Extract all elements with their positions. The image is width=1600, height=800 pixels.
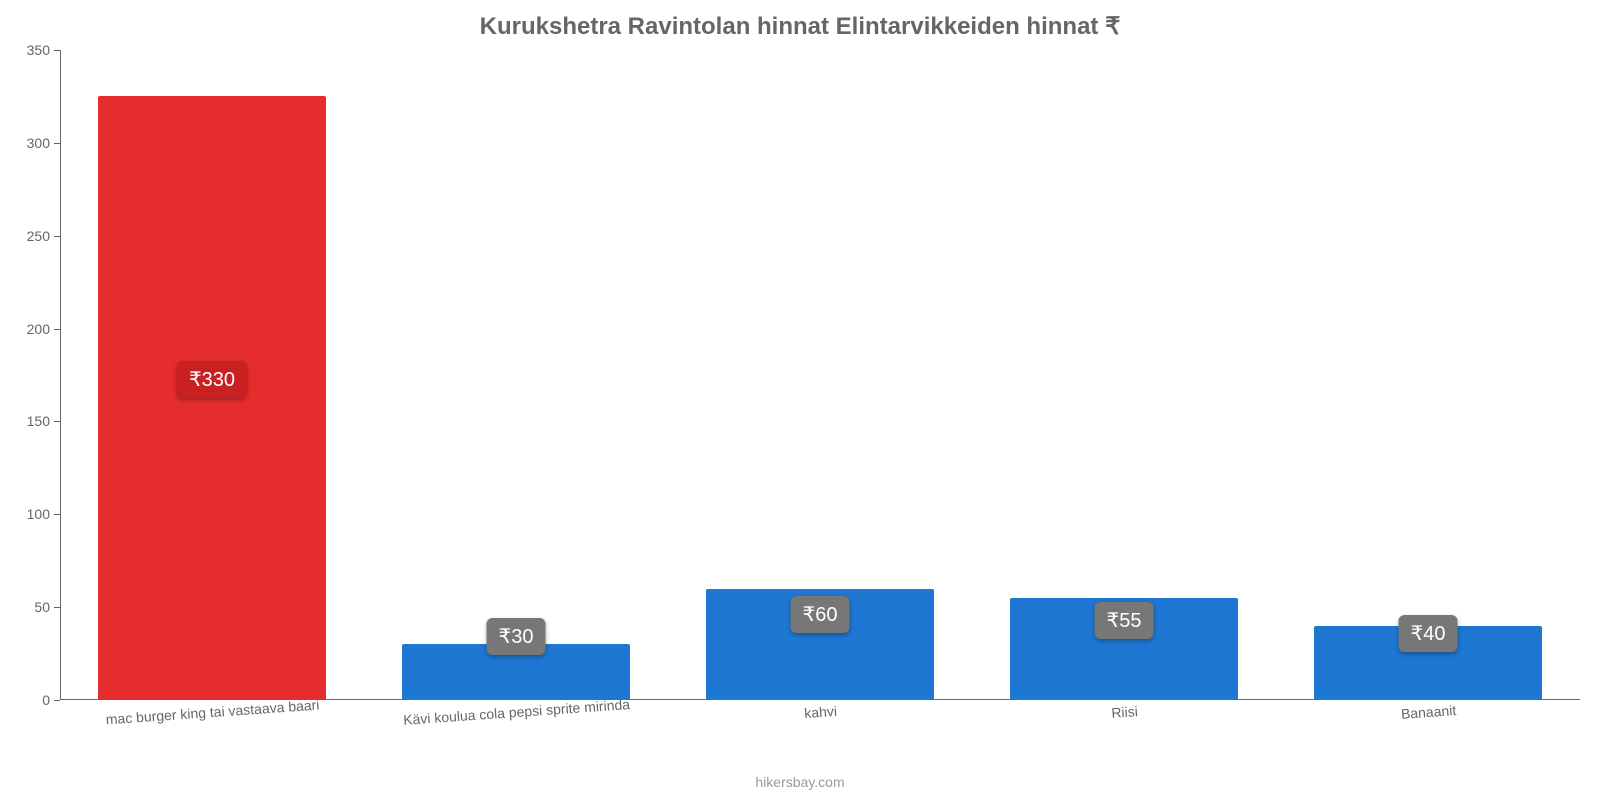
y-tick-label: 300: [10, 135, 50, 151]
y-tick-label: 250: [10, 228, 50, 244]
y-tick-label: 0: [10, 692, 50, 708]
y-tick-label: 150: [10, 413, 50, 429]
bar: ₹60: [706, 589, 934, 700]
bar-slot: ₹60: [668, 50, 972, 700]
bars-group: ₹330 ₹30 ₹60 ₹55 ₹40: [60, 50, 1580, 700]
y-tick: [54, 50, 60, 51]
y-tick: [54, 607, 60, 608]
y-tick: [54, 329, 60, 330]
bar: ₹30: [402, 644, 630, 700]
y-tick: [54, 143, 60, 144]
bar: ₹40: [1314, 626, 1542, 700]
bar-slot: ₹330: [60, 50, 364, 700]
chart-title: Kurukshetra Ravintolan hinnat Elintarvik…: [0, 12, 1600, 41]
plot-area: ₹330 ₹30 ₹60 ₹55 ₹40: [60, 50, 1580, 700]
value-badge: ₹30: [487, 618, 546, 655]
y-tick: [54, 514, 60, 515]
bar: ₹330: [98, 96, 326, 700]
bar-slot: ₹30: [364, 50, 668, 700]
y-tick-label: 100: [10, 506, 50, 522]
bar: ₹55: [1010, 598, 1238, 700]
chart-credit: hikersbay.com: [0, 774, 1600, 790]
value-badge: ₹60: [791, 596, 850, 633]
x-category-label: Banaanit: [1400, 702, 1456, 722]
value-badge: ₹330: [177, 361, 247, 398]
y-tick-label: 50: [10, 599, 50, 615]
value-badge: ₹40: [1399, 615, 1458, 652]
value-badge: ₹55: [1095, 602, 1154, 639]
y-tick: [54, 421, 60, 422]
bar-slot: ₹40: [1276, 50, 1580, 700]
y-tick: [54, 700, 60, 701]
y-tick-label: 200: [10, 321, 50, 337]
y-tick: [54, 236, 60, 237]
x-category-label: Riisi: [1111, 703, 1139, 721]
price-bar-chart: Kurukshetra Ravintolan hinnat Elintarvik…: [0, 0, 1600, 800]
x-category-label: kahvi: [804, 703, 838, 721]
bar-slot: ₹55: [972, 50, 1276, 700]
x-category-label: mac burger king tai vastaava baari: [105, 697, 320, 728]
x-category-label: Kävi koulua cola pepsi sprite mirinda: [403, 696, 631, 728]
y-tick-label: 350: [10, 42, 50, 58]
